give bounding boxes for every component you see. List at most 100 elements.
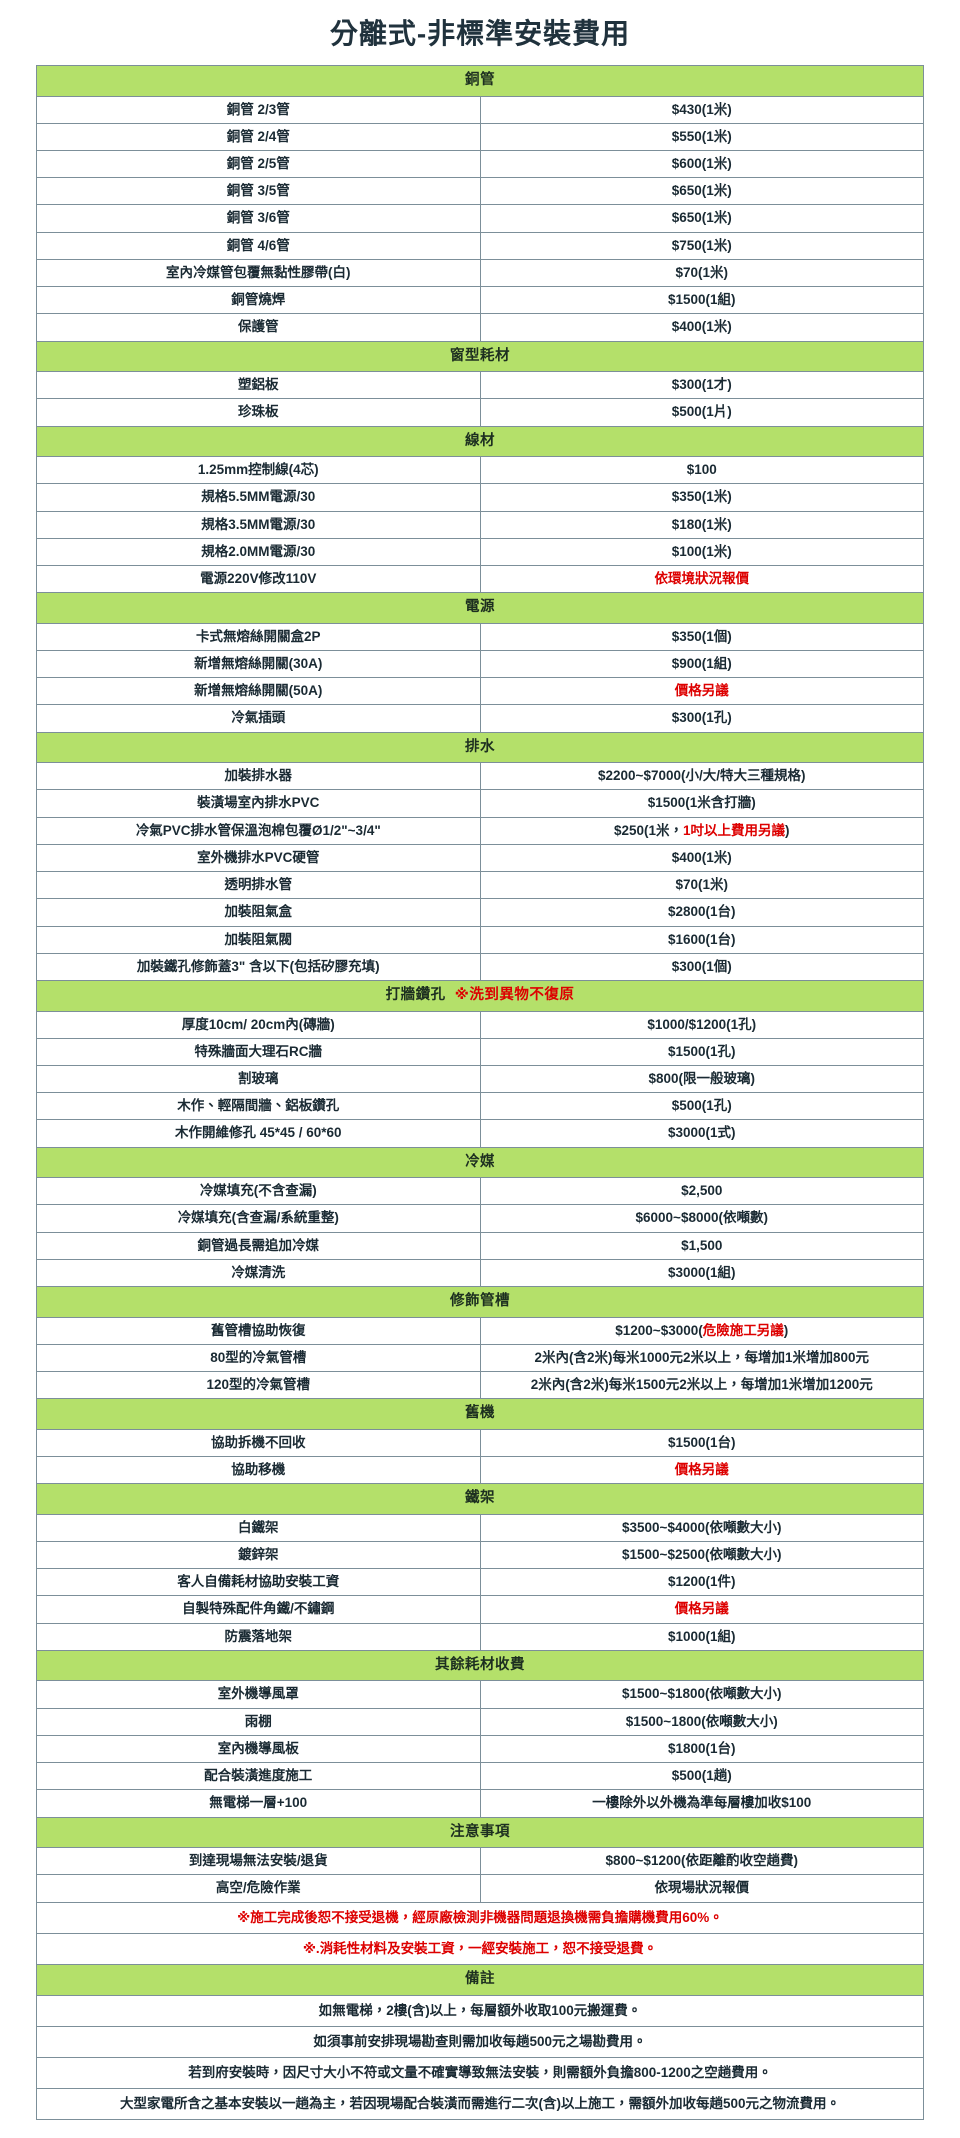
section-title: 備註: [465, 1971, 495, 1987]
item-name-cell: 保護管: [36, 313, 481, 342]
section-title: 銅管: [465, 72, 495, 88]
section-header-cell: 舊機: [36, 1398, 924, 1430]
price-text: $1000/$1200(1孔): [647, 1016, 757, 1032]
table-row: 舊管槽協助恢復 $1200~$3000(危險施工另議): [36, 1316, 924, 1345]
item-price-cell: $1000(1組): [479, 1622, 924, 1651]
table-row: 白鐵架 $3500~$4000(依噸數大小): [36, 1513, 924, 1543]
table-row: 保護管 $400(1米): [36, 313, 924, 342]
section-header-row: 備註: [36, 1964, 924, 1996]
item-price-cell: $650(1米): [479, 204, 924, 233]
item-name-cell: 裝潢場室內排水PVC: [36, 789, 481, 818]
table-row: 規格5.5MM電源/30 $350(1米): [36, 483, 924, 512]
table-row: 冷氣PVC排水管保溫泡棉包覆Ø1/2"~3/4" $250(1米，1吋以上費用另議…: [36, 816, 924, 845]
section-header-row: 電源: [36, 592, 924, 624]
item-price-cell: 價格另議: [479, 677, 924, 706]
item-price-cell: 2米內(含2米)每米1500元2米以上，每增加1米增加1200元: [479, 1371, 924, 1400]
price-text: $1,500: [681, 1237, 723, 1253]
item-name-cell: 無電梯一層+100: [36, 1789, 481, 1818]
note-row: ※施工完成後恕不接受退機，經原廠檢測非機器問題退換機需負擔購機費用60%。: [36, 1901, 924, 1934]
note-cell: 如無電梯，2樓(含)以上，每層額外收取100元搬運費。: [36, 1994, 924, 2027]
table-row: 室內機導風板 $1800(1台): [36, 1734, 924, 1764]
item-price-cell: $300(1孔): [479, 704, 924, 733]
item-name-cell: 加裝排水器: [36, 762, 481, 791]
table-row: 銅管燒焊 $1500(1組): [36, 286, 924, 315]
item-name-cell: 電源220V修改110V: [36, 564, 481, 594]
note-cell: 大型家電所含之基本安裝以一趟為主，若因現場配合裝潢而需進行二次(含)以上施工，需…: [36, 2088, 924, 2121]
item-price-cell: 依環境狀況報價: [479, 564, 924, 594]
item-price-cell: $800(限一般玻璃): [479, 1064, 924, 1094]
table-row: 室外機導風罩 $1500~$1800(依噸數大小): [36, 1680, 924, 1709]
item-price-cell: $400(1米): [479, 843, 924, 873]
item-name-cell: 雨棚: [36, 1707, 481, 1736]
price-text: $70(1米): [675, 264, 729, 280]
price-text: $1200~$3000(: [615, 1322, 703, 1338]
price-text: $2200~$7000(小/大/特大三種規格): [598, 768, 806, 784]
price-text: $430(1米): [671, 101, 732, 117]
item-name-cell: 透明排水管: [36, 871, 481, 900]
price-text: $1500(1米含打牆): [647, 795, 756, 811]
table-row: 規格2.0MM電源/30 $100(1米): [36, 537, 924, 566]
item-price-cell: $900(1組): [479, 649, 924, 679]
note-row: 大型家電所含之基本安裝以一趟為主，若因現場配合裝潢而需進行二次(含)以上施工，需…: [36, 2088, 924, 2121]
table-row: 加裝鐵孔修飾蓋3" 含以下(包括矽膠充填) $300(1個): [36, 952, 924, 981]
page-title: 分離式-非標準安裝費用: [329, 18, 631, 49]
section-title: 冷媒: [465, 1153, 495, 1170]
section-header-row: 注意事項: [36, 1816, 924, 1849]
item-name-cell: 冷媒填充(含查漏/系統重整): [36, 1204, 481, 1233]
section-header-cell: 銅管: [36, 65, 924, 97]
section-header-row: 舊機: [36, 1398, 924, 1430]
section-header-row: 排水: [36, 731, 924, 764]
item-name-cell: 鍍鋅架: [36, 1541, 481, 1570]
item-name-cell: 卡式無熔絲開關盒2P: [36, 622, 481, 651]
table-row: 鍍鋅架 $1500~$2500(依噸數大小): [36, 1541, 924, 1570]
item-name-cell: 室外機排水PVC硬管: [36, 843, 481, 873]
item-price-cell: 價格另議: [479, 1456, 924, 1485]
item-name-cell: 銅管 4/6管: [36, 231, 481, 260]
table-row: 冷媒填充(含查漏/系統重整) $6000~$8000(依噸數): [36, 1204, 924, 1233]
item-price-cell: $400(1米): [479, 313, 924, 342]
price-text: $2800(1台): [667, 904, 736, 920]
table-row: 室外機排水PVC硬管 $400(1米): [36, 843, 924, 873]
item-name-cell: 室內機導風板: [36, 1734, 481, 1764]
price-text: $500(1孔): [671, 1098, 732, 1114]
item-name-cell: 特殊牆面大理石RC牆: [36, 1037, 481, 1066]
table-row: 銅管 2/3管 $430(1米): [36, 95, 924, 124]
price-text: $1500(1台): [667, 1434, 736, 1450]
item-price-cell: $800~$1200(依距離酌收空趟費): [479, 1847, 924, 1876]
note-cell: ※施工完成後恕不接受退機，經原廠檢測非機器問題退換機需負擔購機費用60%。: [36, 1901, 924, 1934]
table-row: 冷媒填充(不含查漏) $2,500: [36, 1177, 924, 1206]
item-price-cell: $2,500: [479, 1177, 924, 1206]
table-row: 新增無熔絲開關(50A) 價格另議: [36, 677, 924, 706]
item-name-cell: 銅管 2/3管: [36, 95, 481, 124]
item-price-cell: $500(1片): [479, 398, 924, 427]
item-price-cell: $1000/$1200(1孔): [479, 1010, 924, 1039]
item-name-cell: 80型的冷氣管槽: [36, 1343, 481, 1373]
price-text-tail: ): [783, 1322, 789, 1338]
item-name-cell: 木作、輕隔間牆、鋁板鑽孔: [36, 1092, 481, 1121]
price-text: $100(1米): [671, 543, 732, 559]
table-row: 加裝阻氣閥 $1600(1台): [36, 925, 924, 954]
table-row: 客人自備耗材協助安裝工資 $1200(1件): [36, 1568, 924, 1597]
item-price-cell: $3000(1式): [479, 1119, 924, 1148]
price-text: $2,500: [681, 1183, 723, 1199]
note-row: 若到府安裝時，因尺寸大小不符或文量不確實導致無法安裝，則需額外負擔800-120…: [36, 2056, 924, 2090]
price-text: $350(1個): [671, 628, 732, 644]
item-price-cell: $500(1趟): [479, 1762, 924, 1791]
table-row: 裝潢場室內排水PVC $1500(1米含打牆): [36, 789, 924, 818]
item-name-cell: 新增無熔絲開關(30A): [36, 649, 481, 679]
item-name-cell: 配合裝潢進度施工: [36, 1762, 481, 1791]
item-name-cell: 冷氣插頭: [36, 704, 481, 733]
item-name-cell: 自製特殊配件角鐵/不鏽鋼: [36, 1595, 481, 1624]
section-header-cell: 冷媒: [36, 1146, 924, 1179]
item-price-cell: $3000(1組): [479, 1258, 924, 1288]
table-row: 電源220V修改110V 依環境狀況報價: [36, 564, 924, 594]
price-text: $500(1趟): [671, 1768, 732, 1784]
table-row: 協助移機 價格另議: [36, 1456, 924, 1485]
item-name-cell: 冷媒填充(不含查漏): [36, 1177, 481, 1206]
note-row: 如無電梯，2樓(含)以上，每層額外收取100元搬運費。: [36, 1994, 924, 2027]
price-text: $100: [686, 462, 717, 478]
item-name-cell: 加裝鐵孔修飾蓋3" 含以下(包括矽膠充填): [36, 952, 481, 981]
price-text: $1500~$2500(依噸數大小): [622, 1547, 782, 1563]
price-alert-text: 價格另議: [674, 1462, 729, 1478]
item-name-cell: 珍珠板: [36, 398, 481, 427]
